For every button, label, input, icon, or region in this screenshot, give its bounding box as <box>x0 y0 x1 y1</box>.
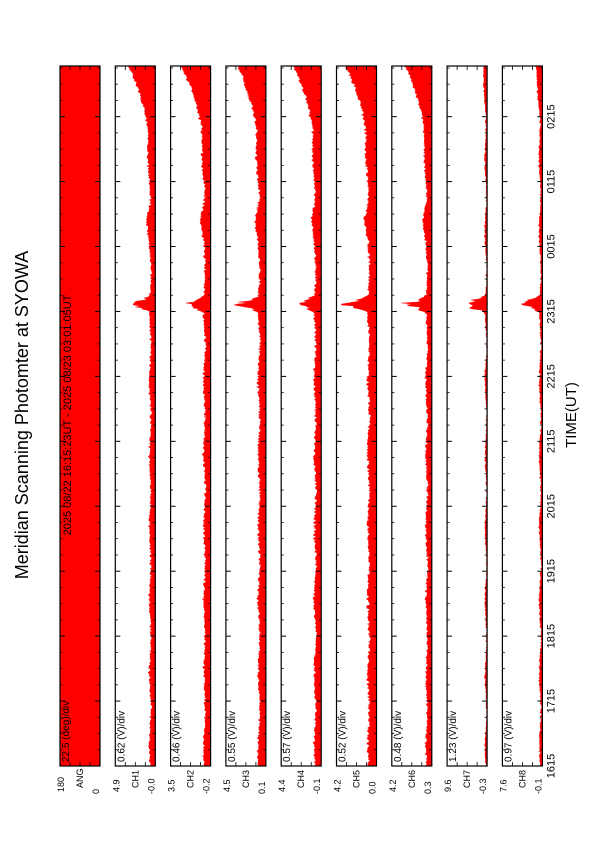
panel-ch4: 0.57 (V)/div 4.4 CH4 -0.1 <box>277 65 322 794</box>
panel-ang-ymin-label: 0 <box>91 789 101 794</box>
panel-ch2-ymax-label: 3.5 <box>167 779 177 792</box>
panel-ch4-trace <box>293 65 322 767</box>
panel-ch1-ymax-label: 4.9 <box>111 779 121 792</box>
panel-ch1: 0.62 (V)/div 4.9 CH1 -0.0 <box>111 65 156 794</box>
panel-ch2-ymin-label: -0.2 <box>202 778 212 794</box>
time-axis: 1615 1715 1815 1915 2015 2115 2215 2315 0015 0115… <box>545 104 557 778</box>
panel-ch2: 0.46 (V)/div 3.5 CH2 -0.2 <box>167 65 212 794</box>
panel-ch3: 0.55 (V)/div 4.5 CH3 0.1 <box>222 65 267 794</box>
time-tick-label: 2115 <box>545 429 557 453</box>
panel-ch3-ylabel: CH3 <box>241 770 251 788</box>
panel-ch4-scale-label: 0.57 (V)/div <box>282 711 293 762</box>
panel-ch5-scale-label: 0.52 (V)/div <box>338 711 349 762</box>
panel-ch8-ymin-label: -0.1 <box>533 778 543 794</box>
panel-ch8: 0.97 (V)/div 7.6 CH8 -0.1 <box>498 65 543 794</box>
panel-ch5: 0.52 (V)/div 4.2 CH5 0.0 <box>333 65 378 794</box>
x-axis-label: TIME(UT) <box>563 382 580 448</box>
panel-ch7-ymin-label: -0.3 <box>478 778 488 794</box>
time-tick-label: 1715 <box>545 689 557 713</box>
panel-ch1-ylabel: CH1 <box>130 770 140 788</box>
panel-ang-fill <box>60 66 100 766</box>
time-tick-label: 2015 <box>545 494 557 518</box>
time-tick-label: 1615 <box>545 754 557 778</box>
panel-ch2-trace <box>179 65 211 767</box>
panel-ch1-scale-label: 0.62 (V)/div <box>116 711 127 762</box>
panel-ch7-scale-label: 1.23 (V)/div <box>448 711 459 762</box>
time-tick-label: 0015 <box>545 234 557 258</box>
panel-ch7: 1.23 (V)/div 9.6 CH7 -0.3 <box>443 65 488 794</box>
chart-subtitle: 2025 08/22 16:15:23UT - 2025 08/23 03:01… <box>62 294 74 535</box>
panel-ch4-ymax-label: 4.4 <box>277 779 287 792</box>
time-tick-label: 1815 <box>545 624 557 648</box>
panel-ch2-scale-label: 0.46 (V)/div <box>172 711 183 762</box>
time-tick-label: 0115 <box>545 170 557 194</box>
panel-ch7-ylabel: CH7 <box>462 770 472 788</box>
panel-ch3-trace <box>234 65 267 767</box>
panel-ang-ymax-label: 180 <box>56 777 66 792</box>
time-tick-label: 1915 <box>545 559 557 583</box>
panel-ang: 22.5 (deg)/div 180 ANG 0 <box>56 65 101 794</box>
panel-ch8-scale-label: 0.97 (V)/div <box>503 711 514 762</box>
panel-ch8-ymax-label: 7.6 <box>498 779 508 792</box>
panel-ch3-ymax-label: 4.5 <box>222 779 232 792</box>
panel-ch1-trace <box>127 65 156 767</box>
panel-ch6-ymin-label: 0.3 <box>423 781 433 794</box>
panel-ch6-scale-label: 0.48 (V)/div <box>393 711 404 762</box>
panel-ch7-ymax-label: 9.6 <box>443 779 453 792</box>
time-tick-label: 2315 <box>545 299 557 323</box>
time-tick-label: 2215 <box>545 364 557 388</box>
panel-ch5-trace <box>340 65 377 767</box>
panel-ch6: 0.48 (V)/div 4.2 CH6 0.3 <box>388 65 433 794</box>
panel-ang-scale-label: 22.5 (deg)/div <box>61 701 72 762</box>
panel-ch6-ylabel: CH6 <box>407 770 417 788</box>
time-tick-label: 0215 <box>545 104 557 128</box>
panel-ch3-ymin-label: 0.1 <box>257 781 267 794</box>
panel-ang-ylabel: ANG <box>75 768 85 788</box>
panel-ch8-ylabel: CH8 <box>517 770 527 788</box>
panel-ch6-trace <box>401 65 432 767</box>
panel-ch5-ymax-label: 4.2 <box>333 779 343 792</box>
panel-ch4-ylabel: CH4 <box>296 770 306 788</box>
panel-ch4-ymin-label: -0.1 <box>312 778 322 794</box>
panel-ch6-ymax-label: 4.2 <box>388 779 398 792</box>
panel-ch3-scale-label: 0.55 (V)/div <box>227 711 238 762</box>
panel-ch5-ylabel: CH5 <box>352 770 362 788</box>
panel-ch1-ymin-label: -0.0 <box>146 778 156 794</box>
panel-ch5-ymin-label: 0.0 <box>368 781 378 794</box>
chart-title: Meridian Scanning Photomter at SYOWA <box>12 251 32 579</box>
panel-ch2-ylabel: CH2 <box>186 770 196 788</box>
